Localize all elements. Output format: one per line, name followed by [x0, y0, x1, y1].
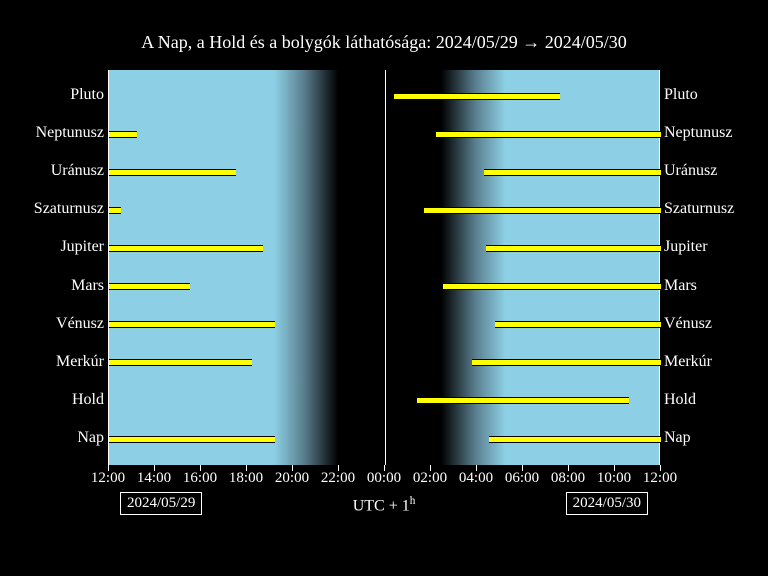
visibility-bar	[109, 169, 236, 176]
midnight-line	[385, 70, 386, 465]
visibility-bar	[484, 169, 661, 176]
y-label-right: Jupiter	[664, 238, 708, 256]
x-tick-label: 12:00	[91, 470, 125, 487]
visibility-bar	[109, 245, 263, 252]
visibility-bar	[436, 131, 661, 138]
y-label-left: Szaturnusz	[34, 200, 104, 218]
y-label-right: Vénusz	[664, 315, 712, 333]
visibility-bar	[109, 131, 137, 138]
sky-gradient	[109, 70, 659, 465]
x-tick-label: 00:00	[367, 470, 401, 487]
x-tick-label: 12:00	[643, 470, 677, 487]
visibility-bar	[394, 93, 560, 100]
visibility-bar	[417, 397, 629, 404]
visibility-bar	[424, 207, 661, 214]
visibility-bar	[109, 359, 252, 366]
visibility-bar	[109, 283, 190, 290]
x-tick-label: 10:00	[597, 470, 631, 487]
x-tick-label: 22:00	[321, 470, 355, 487]
x-tick-label: 18:00	[229, 470, 263, 487]
y-label-left: Jupiter	[60, 238, 104, 256]
y-label-right: Szaturnusz	[664, 200, 734, 218]
x-tick-label: 20:00	[275, 470, 309, 487]
x-tick-label: 02:00	[413, 470, 447, 487]
y-label-right: Neptunusz	[664, 124, 732, 142]
y-label-right: Nap	[664, 429, 691, 447]
timezone-label: UTC + 1h	[353, 495, 416, 515]
y-label-right: Mars	[664, 277, 697, 295]
plot-area	[108, 70, 660, 465]
y-label-left: Uránusz	[51, 162, 104, 180]
x-tick-label: 16:00	[183, 470, 217, 487]
visibility-bar	[486, 245, 661, 252]
visibility-bar	[489, 436, 662, 443]
visibility-bar	[472, 359, 661, 366]
visibility-bar	[109, 436, 275, 443]
y-label-right: Merkúr	[664, 353, 712, 371]
y-label-left: Pluto	[70, 86, 104, 104]
y-label-left: Mars	[71, 277, 104, 295]
y-label-left: Merkúr	[56, 353, 104, 371]
y-label-right: Pluto	[664, 86, 698, 104]
y-label-right: Hold	[664, 391, 696, 409]
x-tick-label: 08:00	[551, 470, 585, 487]
date-start-box: 2024/05/29	[120, 492, 202, 515]
chart-title: A Nap, a Hold és a bolygók láthatósága: …	[0, 32, 768, 53]
x-tick-label: 14:00	[137, 470, 171, 487]
x-tick-label: 06:00	[505, 470, 539, 487]
visibility-bar	[443, 283, 662, 290]
visibility-bar	[109, 321, 275, 328]
date-end-box: 2024/05/30	[566, 492, 648, 515]
y-label-left: Neptunusz	[36, 124, 104, 142]
x-tick-label: 04:00	[459, 470, 493, 487]
y-label-left: Hold	[72, 391, 104, 409]
visibility-bar	[495, 321, 661, 328]
y-label-right: Uránusz	[664, 162, 717, 180]
visibility-bar	[109, 207, 121, 214]
y-label-left: Nap	[77, 429, 104, 447]
y-label-left: Vénusz	[56, 315, 104, 333]
